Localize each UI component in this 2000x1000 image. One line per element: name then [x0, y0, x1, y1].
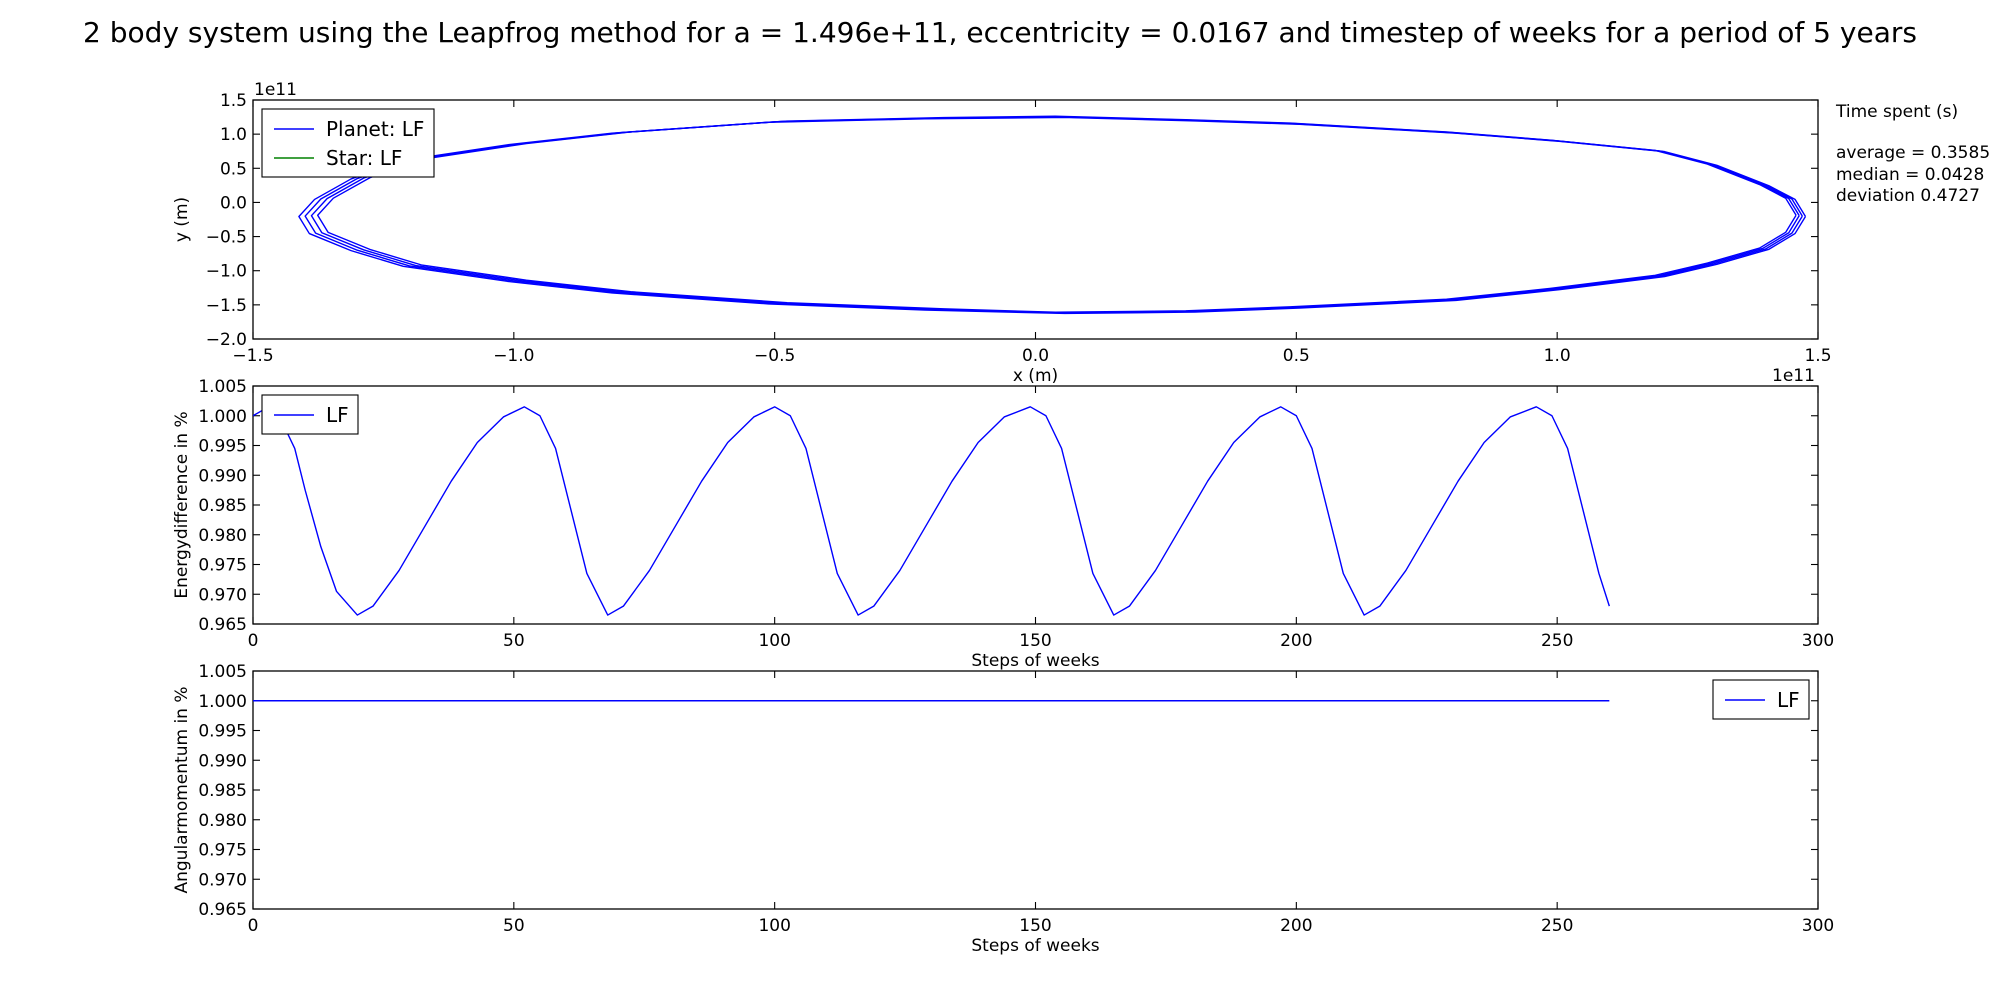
plot-frame — [252, 385, 1819, 625]
legend: Planet: LF Star: LF — [261, 108, 435, 178]
x-tick-label: 250 — [1541, 916, 1573, 936]
time-spent-box: Time spent (s) average = 0.3585 median =… — [1835, 102, 1990, 206]
y-tick-label: 0.0 — [220, 193, 247, 213]
y-tick-label: 1.0 — [220, 125, 247, 145]
x-tick-label: −0.5 — [754, 346, 795, 366]
y-tick-label: −2.0 — [206, 330, 247, 350]
y-tick-label: 0.980 — [198, 526, 247, 546]
x-tick-label: 300 — [1802, 916, 1834, 936]
x-tick-label: 1.0 — [1544, 346, 1571, 366]
orbit-panel: −1.5 −1.0 −0.5 0.0 0.5 1.0 1.5 1.5 1.0 0.5 0.0 −0.5… — [172, 80, 1832, 386]
y-axis-label: Energydifference in % — [172, 411, 192, 598]
series-group — [253, 406, 1611, 616]
y-tick-label: 0.980 — [198, 811, 247, 831]
y-tick-label: 0.995 — [198, 722, 247, 742]
planet-orbit-line — [316, 115, 1797, 313]
y-tick-label: 0.975 — [198, 841, 247, 861]
x-tick-label: 150 — [1019, 916, 1051, 936]
time-median: median = 0.0428 — [1836, 165, 1984, 185]
legend-label: Star: LF — [326, 146, 402, 170]
x-tick-label: 0 — [248, 916, 259, 936]
y-tick-label: 1.005 — [198, 662, 247, 682]
y-tick-label: 0.985 — [198, 781, 247, 801]
x-tick-label: 100 — [758, 631, 790, 651]
x-tick-label: 150 — [1019, 631, 1051, 651]
y-tick-label: 0.995 — [198, 437, 247, 457]
legend-label: LF — [1777, 688, 1800, 712]
x-axis-label: Steps of weeks — [971, 651, 1099, 671]
time-average: average = 0.3585 — [1836, 143, 1990, 163]
x-tick-label: 50 — [503, 916, 525, 936]
y-tick-label: 0.975 — [198, 556, 247, 576]
y-tick-label: 1.000 — [198, 407, 247, 427]
x-tick-label: 50 — [503, 631, 525, 651]
x-tick-label: 0.0 — [1022, 346, 1049, 366]
x-tick-label: 200 — [1280, 916, 1312, 936]
y-tick-label: −1.5 — [206, 296, 247, 316]
time-deviation: deviation 0.4727 — [1836, 186, 1980, 206]
figure-title: 2 body system using the Leapfrog method … — [83, 16, 1917, 49]
x-tick-label: −1.5 — [232, 346, 273, 366]
series-group — [298, 115, 1807, 315]
series-line — [253, 406, 1611, 616]
y-tick-label: 0.5 — [220, 159, 247, 179]
x-tick-label: 300 — [1802, 631, 1834, 651]
x-tick-label: 0.5 — [1283, 346, 1310, 366]
x-axis-label: x (m) — [1013, 366, 1058, 386]
time-spent-heading: Time spent (s) — [1835, 102, 1958, 122]
x-tick-label: 1.5 — [1804, 346, 1831, 366]
y-tick-label: 1.5 — [220, 91, 247, 111]
y-tick-label: 1.000 — [198, 692, 247, 712]
legend-label: Planet: LF — [326, 117, 424, 141]
legend: LF — [261, 394, 359, 435]
y-tick-label: 0.990 — [198, 466, 247, 486]
plot-frame — [252, 99, 1819, 340]
y-tick-label: 0.965 — [198, 900, 247, 920]
planet-orbit-line — [298, 116, 1807, 315]
x-tick-label: 0 — [248, 631, 259, 651]
y-tick-label: 0.970 — [198, 870, 247, 890]
legend-label: LF — [326, 403, 349, 427]
y-tick-label: 1.005 — [198, 377, 247, 397]
x-tick-label: 100 — [758, 916, 790, 936]
energy-panel: 0 50 100 150 200 250 300 1.005 1.000 0.995 0.990 0.… — [172, 377, 1834, 671]
x-axis-label: Steps of weeks — [971, 936, 1099, 956]
plot-frame — [252, 670, 1819, 910]
y-axis-label: y (m) — [172, 197, 192, 242]
y-axis-label: Angularmomentum in % — [172, 686, 192, 893]
x-tick-label: 200 — [1280, 631, 1312, 651]
legend: LF — [1712, 679, 1810, 720]
legend-box — [261, 108, 435, 178]
y-offset-label: 1e11 — [254, 80, 297, 100]
x-offset-label: 1e11 — [1772, 366, 1815, 386]
y-tick-label: 0.965 — [198, 615, 247, 635]
y-tick-label: 0.985 — [198, 496, 247, 516]
x-tick-label: −1.0 — [493, 346, 534, 366]
y-tick-label: 0.970 — [198, 585, 247, 605]
y-tick-label: −1.0 — [206, 262, 247, 282]
y-tick-label: −0.5 — [206, 228, 247, 248]
angular-panel: 0 50 100 150 200 250 300 1.005 1.000 0.995 0.990 0.… — [172, 662, 1834, 956]
x-tick-label: 250 — [1541, 631, 1573, 651]
y-tick-label: 0.990 — [198, 751, 247, 771]
